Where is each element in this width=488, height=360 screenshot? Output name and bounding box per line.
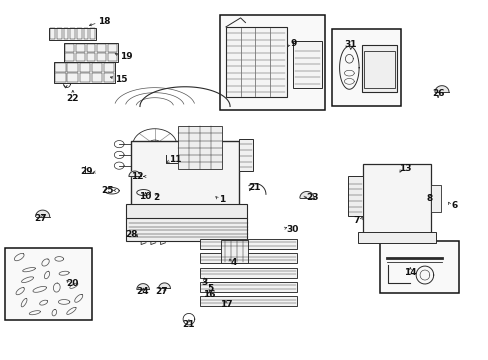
Bar <box>4 248 92 320</box>
Bar <box>49 28 96 40</box>
Bar <box>199 267 297 278</box>
Text: 17: 17 <box>219 300 232 309</box>
Bar <box>221 240 247 263</box>
Bar <box>65 44 74 51</box>
Bar <box>361 45 396 92</box>
Text: 14: 14 <box>403 268 416 277</box>
Text: 13: 13 <box>398 164 411 173</box>
Text: 4: 4 <box>230 258 237 267</box>
Text: 19: 19 <box>120 53 133 62</box>
Bar <box>379 241 458 293</box>
Bar <box>199 253 297 263</box>
Text: 5: 5 <box>207 284 213 293</box>
Bar <box>108 53 117 61</box>
Text: 2: 2 <box>153 193 160 202</box>
Bar <box>64 43 118 62</box>
Text: 9: 9 <box>289 39 296 48</box>
Text: 1: 1 <box>219 194 225 203</box>
Text: 30: 30 <box>285 225 298 234</box>
Bar <box>92 73 102 82</box>
Bar <box>177 126 221 169</box>
Text: 11: 11 <box>169 155 181 164</box>
Text: 25: 25 <box>102 185 114 194</box>
Bar <box>57 28 61 40</box>
Bar <box>63 28 68 40</box>
Text: 21: 21 <box>183 320 195 329</box>
Bar <box>97 44 106 51</box>
Text: 20: 20 <box>66 279 79 288</box>
Bar <box>199 239 297 249</box>
Bar <box>80 63 90 72</box>
Bar <box>347 176 363 216</box>
Bar <box>357 232 435 243</box>
Text: 28: 28 <box>125 230 137 239</box>
Bar <box>126 218 247 241</box>
Bar <box>363 50 394 88</box>
Bar <box>55 73 65 82</box>
Bar <box>104 73 114 82</box>
Bar <box>331 30 400 107</box>
Text: 27: 27 <box>155 287 167 296</box>
Polygon shape <box>158 283 170 288</box>
Text: 8: 8 <box>426 194 432 203</box>
Bar <box>50 28 55 40</box>
Text: 23: 23 <box>306 193 318 202</box>
Bar <box>76 44 84 51</box>
Bar <box>220 15 325 110</box>
Text: 21: 21 <box>247 183 260 192</box>
Bar <box>76 53 84 61</box>
Bar <box>225 27 286 97</box>
Text: 27: 27 <box>34 214 47 223</box>
Text: 22: 22 <box>66 94 79 103</box>
Bar <box>90 28 95 40</box>
Bar <box>70 28 75 40</box>
Bar <box>67 63 78 72</box>
Text: 12: 12 <box>131 172 143 181</box>
Bar <box>77 28 81 40</box>
Polygon shape <box>36 210 50 217</box>
Bar <box>86 44 95 51</box>
Bar <box>430 185 441 212</box>
Polygon shape <box>299 192 313 198</box>
Bar <box>293 41 321 88</box>
Bar <box>238 139 253 171</box>
Text: 6: 6 <box>450 201 456 210</box>
Bar <box>55 63 65 72</box>
Text: 16: 16 <box>203 290 215 299</box>
Bar <box>199 282 297 292</box>
Bar <box>92 63 102 72</box>
Bar <box>108 44 117 51</box>
Polygon shape <box>137 284 149 289</box>
Bar <box>67 73 78 82</box>
Text: 24: 24 <box>136 287 148 296</box>
Bar <box>54 62 115 83</box>
Bar <box>131 140 238 207</box>
Bar <box>362 164 430 234</box>
Text: 26: 26 <box>431 89 444 98</box>
Bar <box>97 53 106 61</box>
Polygon shape <box>129 171 141 176</box>
Text: 7: 7 <box>353 216 359 225</box>
Bar <box>83 28 88 40</box>
Text: 15: 15 <box>115 75 127 84</box>
Text: 10: 10 <box>139 192 151 201</box>
Polygon shape <box>434 86 448 92</box>
Bar <box>65 53 74 61</box>
Bar <box>199 296 297 306</box>
Text: 18: 18 <box>98 17 110 26</box>
Bar <box>80 73 90 82</box>
Bar <box>104 63 114 72</box>
Text: 31: 31 <box>344 40 356 49</box>
Bar <box>86 53 95 61</box>
Text: 29: 29 <box>80 167 93 176</box>
Text: 3: 3 <box>201 278 207 287</box>
Bar <box>126 204 247 220</box>
